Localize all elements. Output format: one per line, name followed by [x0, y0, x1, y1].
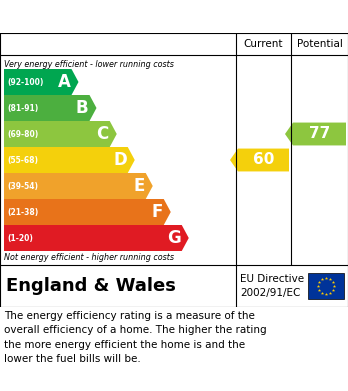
- Polygon shape: [4, 173, 153, 199]
- Text: F: F: [151, 203, 163, 221]
- Text: (21-38): (21-38): [7, 208, 38, 217]
- Polygon shape: [4, 225, 189, 251]
- Text: The energy efficiency rating is a measure of the
overall efficiency of a home. T: The energy efficiency rating is a measur…: [4, 311, 267, 364]
- Polygon shape: [4, 199, 171, 225]
- Text: Energy Efficiency Rating: Energy Efficiency Rating: [8, 9, 229, 24]
- Text: Not energy efficient - higher running costs: Not energy efficient - higher running co…: [4, 253, 174, 262]
- Text: England & Wales: England & Wales: [6, 277, 176, 295]
- Text: EU Directive
2002/91/EC: EU Directive 2002/91/EC: [240, 274, 304, 298]
- Text: C: C: [96, 125, 109, 143]
- Text: Current: Current: [244, 39, 283, 49]
- Text: G: G: [167, 229, 181, 247]
- Polygon shape: [285, 122, 346, 145]
- Bar: [308, 273, 344, 299]
- Text: Very energy efficient - lower running costs: Very energy efficient - lower running co…: [4, 60, 174, 69]
- Text: (39-54): (39-54): [7, 181, 38, 190]
- Text: 60: 60: [253, 152, 274, 167]
- Text: D: D: [113, 151, 127, 169]
- Text: B: B: [76, 99, 88, 117]
- Text: E: E: [133, 177, 145, 195]
- Polygon shape: [4, 69, 79, 95]
- Text: (1-20): (1-20): [7, 233, 33, 242]
- Polygon shape: [4, 95, 96, 121]
- Text: (92-100): (92-100): [7, 77, 44, 86]
- Text: A: A: [58, 73, 71, 91]
- Polygon shape: [4, 147, 135, 173]
- Text: 77: 77: [309, 127, 330, 142]
- Text: (81-91): (81-91): [7, 104, 38, 113]
- Polygon shape: [4, 121, 117, 147]
- Text: (55-68): (55-68): [7, 156, 38, 165]
- Text: Potential: Potential: [296, 39, 342, 49]
- Polygon shape: [230, 149, 289, 171]
- Text: (69-80): (69-80): [7, 129, 38, 138]
